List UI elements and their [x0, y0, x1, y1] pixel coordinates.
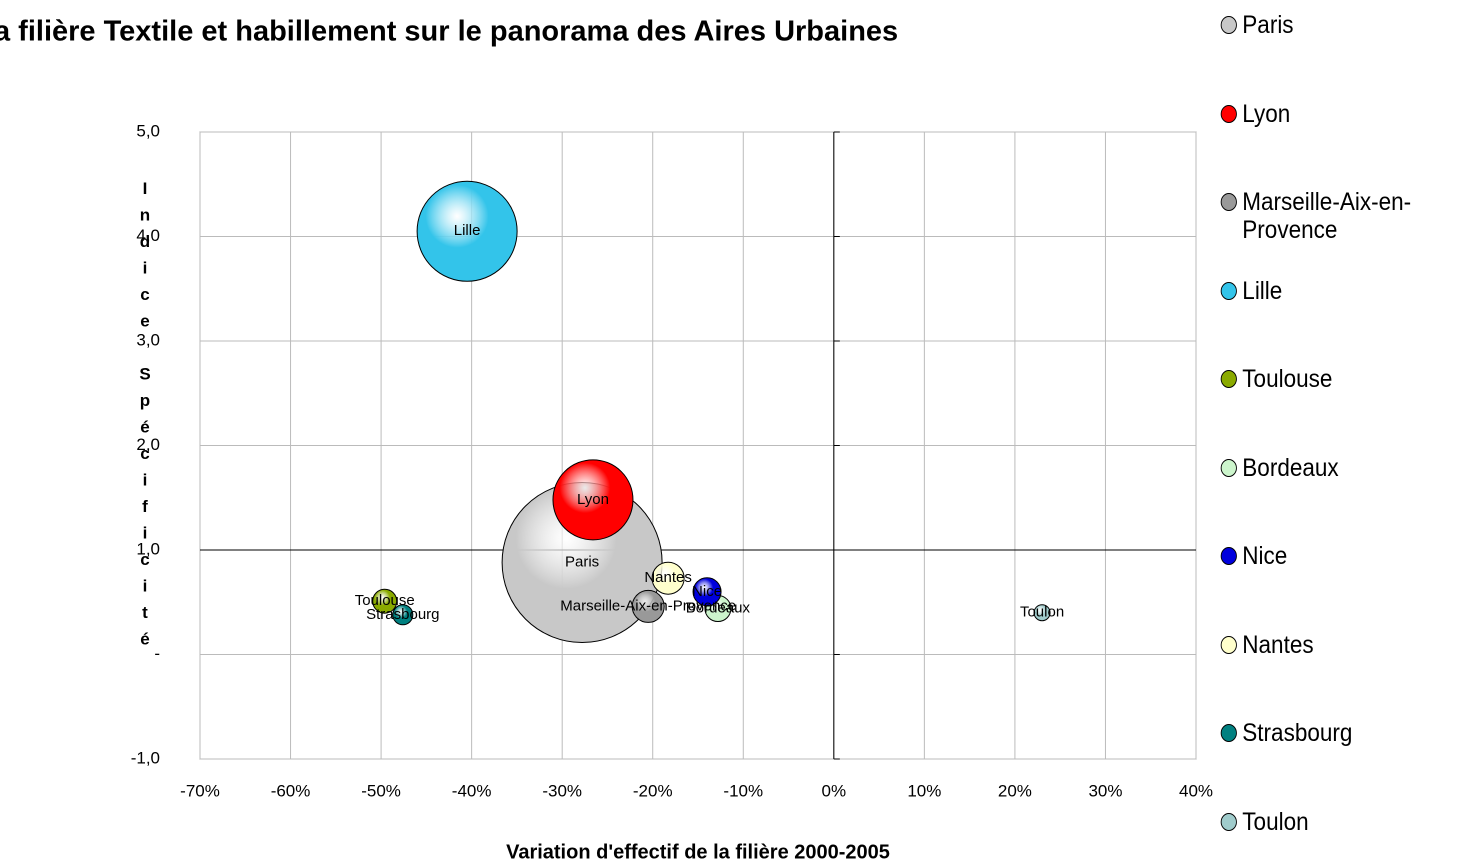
bubble — [692, 577, 722, 607]
bubble-label: Lille — [454, 222, 481, 239]
x-tick-label: -20% — [633, 781, 673, 800]
legend-item: Toulon — [1218, 808, 1448, 836]
y-tick-label: 5,0 — [136, 121, 160, 140]
bubble-label: Toulon — [1020, 604, 1064, 621]
legend-item: Nantes — [1218, 631, 1448, 659]
x-tick-label: -10% — [723, 781, 763, 800]
legend-label: Toulouse — [1242, 365, 1333, 393]
bubble — [372, 588, 398, 614]
bubble-label: Nantes — [644, 569, 692, 586]
legend-swatch — [1220, 193, 1237, 211]
legend-label: Nice — [1242, 542, 1288, 570]
legend-label: Toulon — [1242, 807, 1309, 836]
legend-swatch — [1220, 635, 1237, 654]
legend-item: Lille — [1218, 277, 1448, 305]
legend-item: Lyon — [1218, 100, 1448, 128]
x-axis-label: Variation d'effectif de la filière 2000-… — [506, 841, 890, 863]
bubble-label: Strasbourg — [366, 606, 439, 623]
legend-swatch — [1220, 16, 1237, 34]
legend-item: Nice — [1218, 542, 1448, 570]
y-tick-label: - — [154, 644, 160, 663]
legend-item: Bordeaux — [1218, 454, 1448, 482]
bubble-label: Marseille-Aix-en-Provence — [560, 597, 736, 614]
legend-item: Marseille-Aix-en-Provence — [1218, 188, 1448, 244]
legend-label: Lille — [1242, 276, 1283, 305]
x-tick-label: -60% — [271, 781, 311, 800]
x-tick-label: 40% — [1179, 781, 1213, 800]
bubble-label: Lyon — [577, 491, 609, 508]
x-tick-label: -40% — [452, 781, 492, 800]
x-tick-label: 0% — [822, 781, 847, 800]
x-tick-label: -70% — [180, 781, 220, 800]
legend-label: Nantes — [1242, 630, 1314, 659]
y-tick-label: 3,0 — [136, 330, 160, 349]
legend-swatch — [1220, 724, 1237, 742]
bubble — [392, 604, 414, 626]
y-tick-label: 4,0 — [136, 226, 160, 245]
bubble — [552, 459, 634, 541]
chart-title: a filière Textile et habillement sur le … — [0, 16, 898, 48]
legend-swatch — [1220, 458, 1237, 477]
x-tick-label: 20% — [998, 781, 1032, 800]
legend-item: Strasbourg — [1218, 719, 1448, 747]
legend-swatch — [1220, 547, 1237, 565]
x-tick-label: 10% — [907, 781, 941, 800]
bubble — [631, 589, 665, 623]
x-tick-label: -50% — [361, 781, 401, 800]
legend-swatch — [1220, 281, 1237, 300]
bubble-label: Paris — [565, 554, 599, 571]
legend-label: Paris — [1242, 11, 1294, 39]
legend-label: Marseille-Aix-en-Provence — [1242, 188, 1412, 244]
legend-label: Lyon — [1242, 99, 1291, 128]
legend-label: Bordeaux — [1242, 453, 1339, 482]
bubble — [416, 180, 518, 282]
bubble-label: Nice — [692, 583, 722, 600]
bubble — [1033, 604, 1051, 622]
x-tick-label: 30% — [1088, 781, 1122, 800]
legend-item: Paris — [1218, 11, 1448, 39]
y-tick-label: 1,0 — [136, 539, 160, 558]
legend-label: Strasbourg — [1242, 719, 1353, 747]
legend-item: Toulouse — [1218, 365, 1448, 393]
legend-swatch — [1220, 812, 1237, 831]
legend-swatch — [1220, 370, 1237, 388]
legend-swatch — [1220, 104, 1237, 123]
y-tick-label: 2,0 — [136, 435, 160, 454]
bubble-label: Bordeaux — [686, 599, 751, 616]
y-tick-label: -1,0 — [131, 748, 160, 767]
bubble-label: Toulouse — [355, 592, 415, 609]
x-tick-label: -30% — [542, 781, 582, 800]
bubble — [651, 561, 685, 595]
